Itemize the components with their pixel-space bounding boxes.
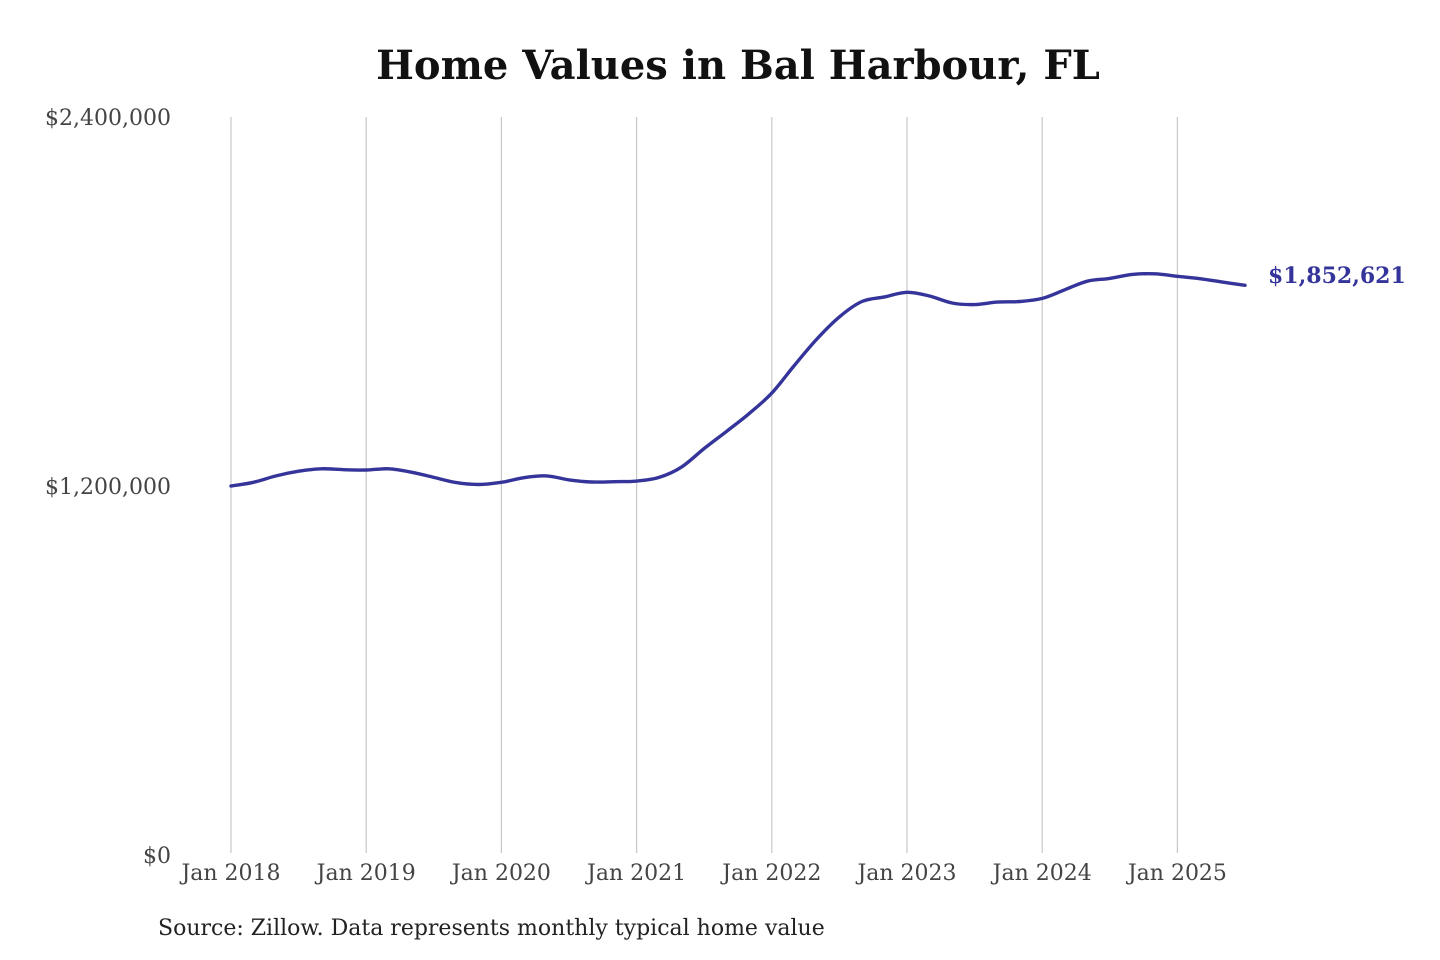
x-axis-tick-labels: Jan 2018 Jan 2019 Jan 2020 Jan 2021 Jan 2022…	[179, 861, 1226, 886]
chart-title: Home Values in Bal Harbour, FL	[376, 42, 1100, 89]
series-line-0	[229, 271, 1247, 488]
x-tick-label: Jan 2020	[450, 861, 551, 886]
x-tick-label: Jan 2019	[315, 861, 416, 886]
x-tick-label: Jan 2025	[1126, 861, 1227, 886]
source-note: Source: Zillow. Data represents monthly …	[158, 916, 825, 941]
x-tick-label: Jan 2018	[179, 861, 280, 886]
x-tick-label: Jan 2022	[720, 861, 821, 886]
vertical-gridlines	[230, 117, 1179, 853]
x-tick-label: Jan 2024	[991, 861, 1092, 886]
y-axis-tick-labels: $0 $1,200,000 $2,400,000	[45, 106, 171, 869]
y-tick-label: $1,200,000	[45, 475, 171, 500]
x-tick-label: Jan 2023	[855, 861, 956, 886]
y-tick-label: $2,400,000	[45, 106, 171, 131]
series-layer	[229, 271, 1247, 488]
x-tick-label: Jan 2021	[585, 861, 686, 886]
end-value-label: $1,852,621	[1268, 263, 1406, 289]
y-tick-label: $0	[143, 844, 171, 869]
